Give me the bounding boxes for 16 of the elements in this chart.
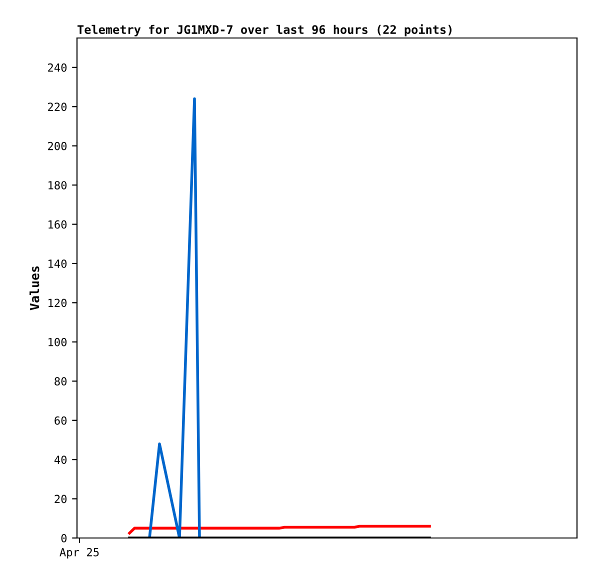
chart-title: Telemetry for JG1MXD-7 over last 96 hours (22 points) [78,24,452,36]
y-tick-label: 180 [48,181,67,190]
y-tick-label: 160 [48,220,67,229]
y-tick-label: 200 [48,142,67,150]
y-tick-label: 100 [48,338,67,346]
y-tick-label: 140 [48,259,67,268]
y-tick-label: 120 [48,298,67,308]
y-tick-label: 20 [54,494,67,504]
y-tick-label: 240 [48,63,67,72]
y-tick-label: 80 [54,377,67,386]
y-tick-label: 0 [61,534,67,542]
x-tick-label: Apr 25 [60,548,99,559]
y-tick-label: 60 [54,416,67,425]
y-axis-title: Values [30,266,40,310]
y-tick-label: 40 [54,456,67,464]
y-tick-label: 220 [48,102,67,112]
